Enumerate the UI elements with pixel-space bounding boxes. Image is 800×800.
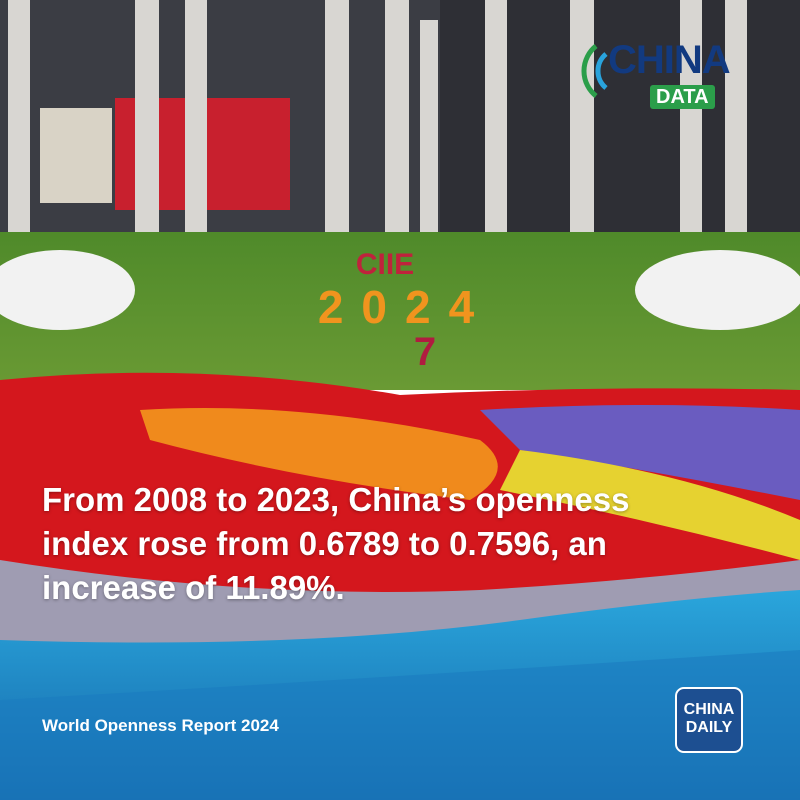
china-data-logo: CHINA DATA [580, 30, 770, 110]
flower-text: CIIE [355, 248, 415, 281]
logo-text: DATA [650, 85, 715, 109]
brand-text: CHINA [683, 701, 735, 718]
logo-text: CHINA [608, 38, 731, 82]
headline: From 2008 to 2023, China’s openness inde… [42, 481, 630, 606]
flower-text: 7 [413, 330, 437, 374]
china-daily-logo: CHINA DAILY [675, 687, 743, 753]
flower-text: 2024 [317, 281, 493, 333]
brand-text: DAILY [685, 719, 733, 736]
source: World Openness Report 2024 [42, 716, 279, 735]
